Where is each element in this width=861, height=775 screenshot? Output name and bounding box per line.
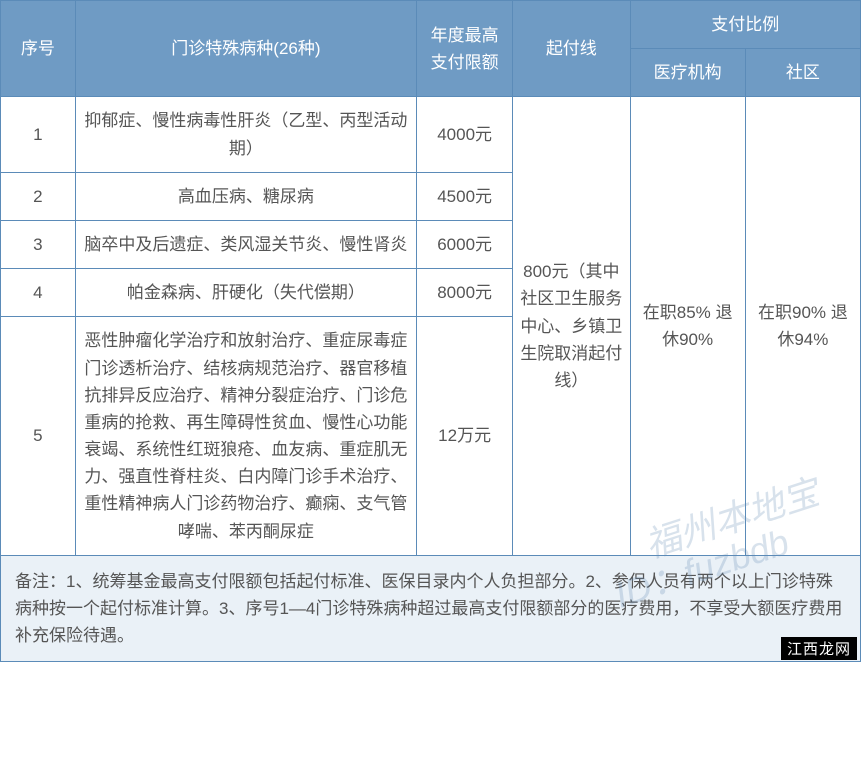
cell-limit: 12万元 [417, 317, 513, 556]
cell-seq: 3 [1, 220, 76, 268]
cell-limit: 4500元 [417, 172, 513, 220]
special-disease-table: 序号 门诊特殊病种(26种) 年度最高支付限额 起付线 支付比例 医疗机构 社区… [0, 0, 861, 662]
header-ratio-community: 社区 [745, 49, 860, 97]
header-ratio-medical: 医疗机构 [630, 49, 745, 97]
header-name: 门诊特殊病种(26种) [75, 1, 416, 97]
cell-name: 脑卒中及后遗症、类风湿关节炎、慢性肾炎 [75, 220, 416, 268]
cell-seq: 2 [1, 172, 76, 220]
table-body: 1 抑郁症、慢性病毒性肝炎（乙型、丙型活动期） 4000元 800元（其中社区卫… [1, 97, 861, 662]
cell-name: 恶性肿瘤化学治疗和放射治疗、重症尿毒症门诊透析治疗、结核病规范治疗、器官移植抗排… [75, 317, 416, 556]
table-row: 1 抑郁症、慢性病毒性肝炎（乙型、丙型活动期） 4000元 800元（其中社区卫… [1, 97, 861, 172]
cell-ratio-medical: 在职85% 退休90% [630, 97, 745, 555]
table-wrapper: 序号 门诊特殊病种(26种) 年度最高支付限额 起付线 支付比例 医疗机构 社区… [0, 0, 861, 662]
table-header: 序号 门诊特殊病种(26种) 年度最高支付限额 起付线 支付比例 医疗机构 社区 [1, 1, 861, 97]
header-ratio-group: 支付比例 [630, 1, 861, 49]
footnote-row: 备注：1、统筹基金最高支付限额包括起付标准、医保目录内个人负担部分。2、参保人员… [1, 555, 861, 662]
cell-name: 抑郁症、慢性病毒性肝炎（乙型、丙型活动期） [75, 97, 416, 172]
site-tag: 江西龙网 [781, 637, 857, 660]
cell-seq: 4 [1, 269, 76, 317]
cell-ratio-community: 在职90% 退休94% [745, 97, 860, 555]
footnote-cell: 备注：1、统筹基金最高支付限额包括起付标准、医保目录内个人负担部分。2、参保人员… [1, 555, 861, 662]
cell-limit: 6000元 [417, 220, 513, 268]
cell-seq: 1 [1, 97, 76, 172]
cell-seq: 5 [1, 317, 76, 556]
header-seq: 序号 [1, 1, 76, 97]
header-deductible: 起付线 [513, 1, 630, 97]
cell-limit: 4000元 [417, 97, 513, 172]
cell-deductible: 800元（其中社区卫生服务中心、乡镇卫生院取消起付线） [513, 97, 630, 555]
cell-limit: 8000元 [417, 269, 513, 317]
header-limit: 年度最高支付限额 [417, 1, 513, 97]
cell-name: 帕金森病、肝硬化（失代偿期） [75, 269, 416, 317]
cell-name: 高血压病、糖尿病 [75, 172, 416, 220]
